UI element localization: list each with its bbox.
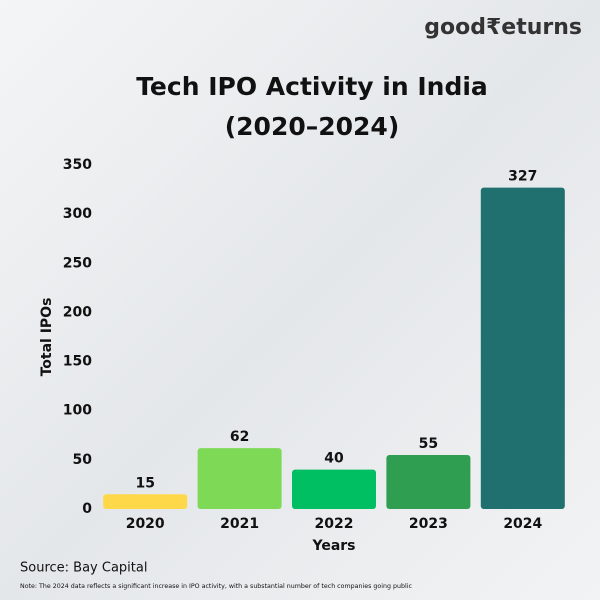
y-tick-label: 300 xyxy=(63,206,92,222)
y-tick-label: 0 xyxy=(82,501,92,517)
data-label: 40 xyxy=(324,451,344,467)
y-tick-label: 350 xyxy=(63,157,92,173)
data-label: 327 xyxy=(508,169,537,185)
bar xyxy=(197,448,282,509)
y-tick-label: 250 xyxy=(63,255,92,271)
x-tick-label: 2021 xyxy=(220,516,259,532)
y-tick-label: 50 xyxy=(73,452,93,468)
bar xyxy=(386,454,471,509)
bar xyxy=(480,187,565,509)
y-tick-label: 100 xyxy=(63,403,92,419)
bar xyxy=(103,494,188,509)
data-label: 55 xyxy=(419,436,438,452)
note: Note: The 2024 data reflects a significa… xyxy=(20,583,412,590)
brand-logo: good₹eturns xyxy=(424,15,582,40)
x-tick-label: 2020 xyxy=(126,516,165,532)
data-label: 15 xyxy=(135,475,154,491)
x-tick-label: 2024 xyxy=(503,516,542,532)
data-label: 62 xyxy=(230,429,249,445)
y-tick-label: 200 xyxy=(63,304,92,320)
chart-subtitle: (2020–2024) xyxy=(225,112,400,141)
x-tick-label: 2022 xyxy=(315,516,354,532)
chart-title: Tech IPO Activity in India xyxy=(136,72,488,101)
bar xyxy=(291,469,377,509)
x-axis-label: Years xyxy=(311,538,355,554)
x-tick-label: 2023 xyxy=(409,516,448,532)
y-tick-label: 150 xyxy=(63,354,92,370)
y-axis-label: Total IPOs xyxy=(39,298,55,377)
source: Source: Bay Capital xyxy=(20,561,147,576)
